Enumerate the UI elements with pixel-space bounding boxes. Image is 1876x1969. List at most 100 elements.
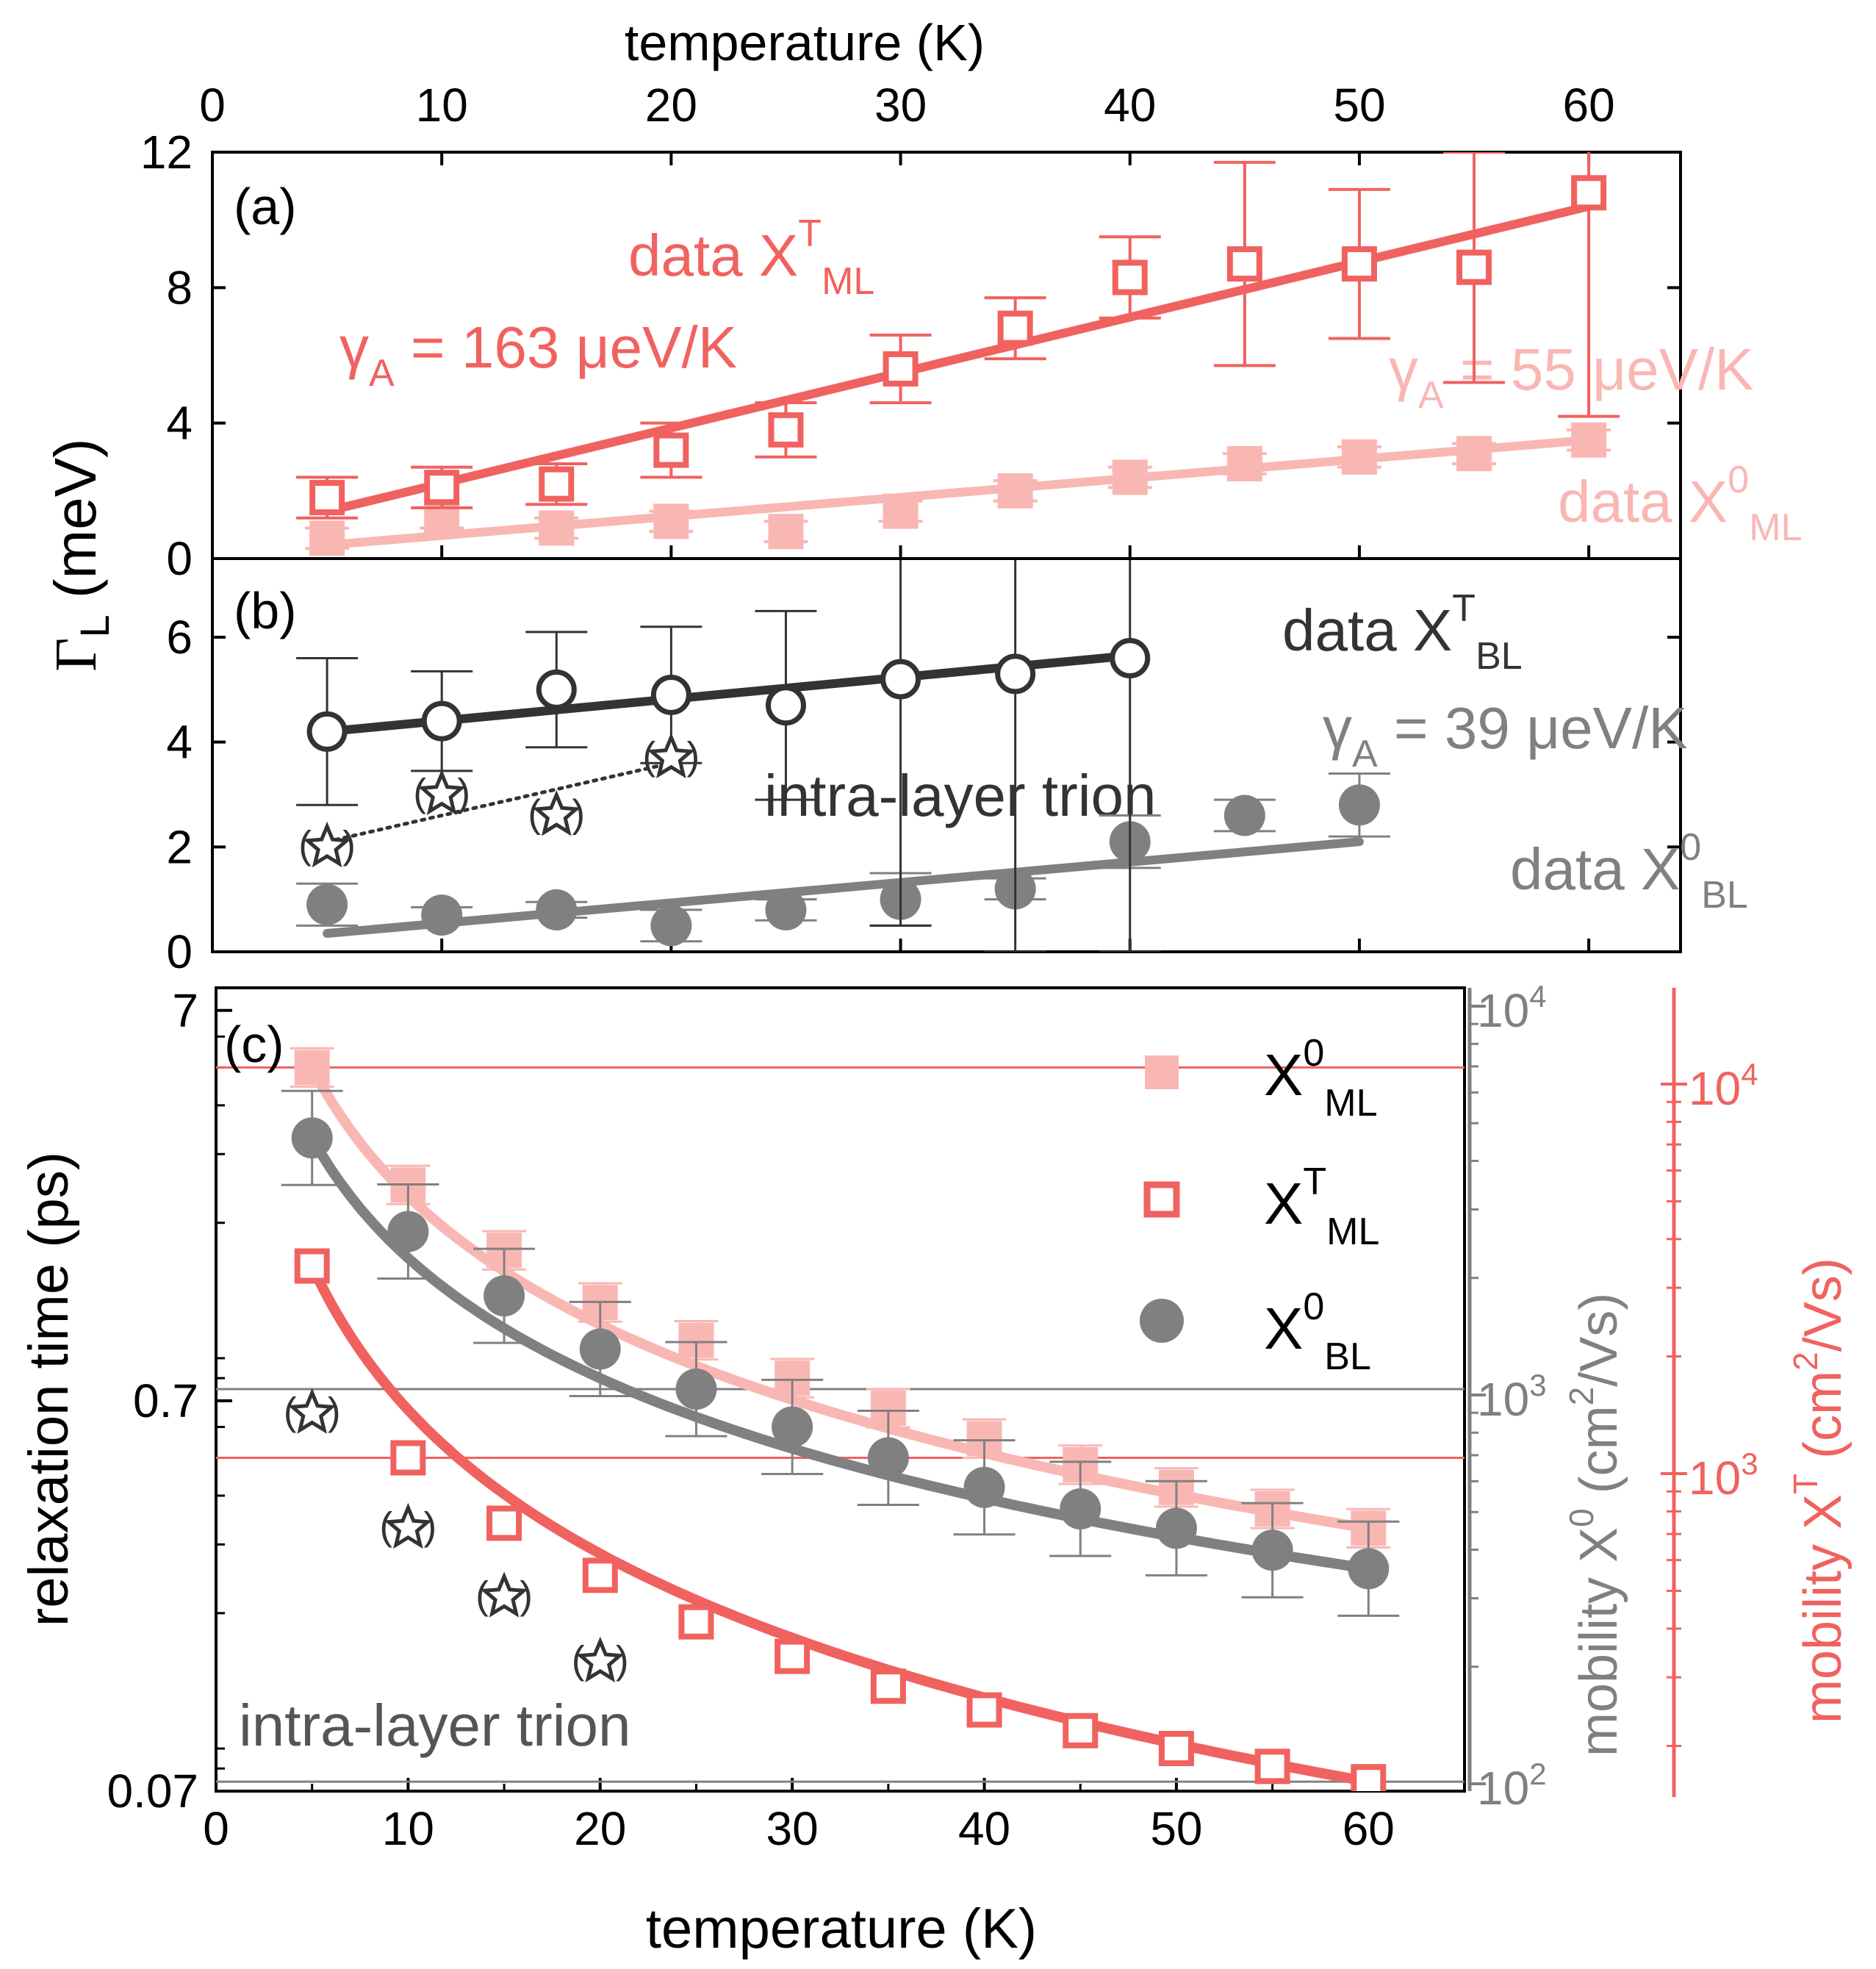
point-x0-bl-c [963,1466,1005,1508]
point-intra-trion-c-paren-left: ( [284,1390,297,1433]
point-xt-bl [650,674,691,715]
point-xt-ml [883,351,919,387]
point-xt-ml-c [486,1505,522,1541]
point-xt-bl [1110,638,1151,679]
fit-line-x0-ml [323,435,1594,550]
b-y-tick-label: 6 [166,611,193,664]
legend-marker-x0-bl [1140,1299,1184,1343]
point-xt-ml [1341,246,1377,282]
top-x-tick-label: 20 [645,79,697,132]
a-y-tick-label: 0 [166,532,193,585]
point-intra-trion-b [532,789,581,836]
point-x0-bl-c [579,1328,621,1370]
point-x0-ml [883,493,919,529]
point-xt-ml-c [678,1604,714,1640]
point-x0-bl [536,889,578,930]
mobility-x0-axis-label: mobility X0 (cm2/Vs) [1562,1293,1628,1757]
point-x0-bl [306,883,348,925]
point-intra-trion-c [384,1502,433,1549]
point-x0-bl-c [1155,1507,1197,1549]
point-xt-ml-c [1254,1749,1290,1785]
c-x-tick-label: 10 [382,1802,434,1855]
panel-a-y-axis-label: ΓL (meV) [43,438,118,671]
panel-c-x-axis-label: temperature (K) [646,1898,1037,1960]
point-xt-bl [880,659,921,700]
point-xt-bl [536,669,577,710]
mobility-x0-tick-label: 103 [1477,1368,1547,1426]
point-x0-bl-c [675,1368,717,1410]
a-y-tick-label: 4 [166,397,193,450]
point-intra-trion-c-paren-left: ( [380,1505,393,1549]
point-x0-ml [1112,459,1148,495]
point-xt-ml-c [294,1248,330,1284]
point-x0-bl-c [387,1211,429,1252]
point-x0-bl-c [772,1406,813,1448]
point-xt-ml [539,466,575,502]
point-x0-bl [765,889,807,930]
legend: X0ML XTML X0BL [1140,1032,1379,1378]
panel-b-plot: () () () () [296,560,1390,952]
mobility-xt-tick-label: 104 [1689,1057,1758,1115]
point-xt-ml [424,470,460,506]
point-xt-ml [1112,259,1148,295]
point-intra-trion-b-paren-left: ( [528,792,541,836]
point-xt-bl [421,700,462,742]
top-x-tick-label: 50 [1333,79,1385,132]
c-x-tick-label: 30 [766,1802,819,1855]
point-xt-ml [653,432,689,468]
panel-c-letter: (c) [224,1016,284,1073]
point-xt-ml [768,412,804,448]
point-x0-ml-c [294,1050,330,1086]
point-xt-ml [309,480,345,516]
label-intra-trion-c: intra-layer trion [239,1693,631,1758]
panel-a-letter: (a) [234,178,297,235]
point-intra-trion-b [417,769,466,815]
point-intra-trion-c-paren-right: ) [520,1574,533,1617]
legend-marker-xt-ml [1143,1181,1180,1218]
point-xt-ml [1571,175,1607,211]
point-xt-bl [306,711,348,752]
panel-a-plot [296,152,1620,556]
c-x-tick-label: 40 [958,1802,1010,1855]
point-x0-bl-c [291,1117,333,1159]
point-intra-trion-b-paren-right: ) [572,792,585,836]
point-intra-trion-b [647,732,696,778]
c-x-tick-label: 50 [1150,1802,1202,1855]
legend-label-x0-ml: X0ML [1264,1032,1378,1125]
panel-c-plot: () () () () [216,1047,1464,1791]
point-intra-trion-b-paren-right: ) [457,771,470,814]
top-x-tick-label: 10 [416,79,468,132]
label-gamma-39: γA = 39 μeV/K [1323,695,1688,775]
b-y-tick-label: 2 [166,820,193,873]
point-x0-ml [1571,422,1607,458]
point-x0-bl [650,905,692,947]
fit-line-xt-ml [323,201,1594,516]
point-xt-ml-c [1158,1731,1194,1767]
label-intra-trion-b: intra-layer trion [764,763,1157,828]
mobility-xt-axis-label: mobility XT (cm2/Vs) [1786,1258,1852,1724]
panel-b-axes: 0 2 4 6 [166,611,1681,978]
c-x-tick-label: 60 [1343,1802,1395,1855]
point-intra-trion-c-paren-right: ) [616,1639,629,1682]
point-intra-trion-b [303,821,351,868]
point-xt-ml [1456,249,1492,285]
point-x0-bl [1338,784,1380,826]
point-x0-ml [309,520,345,556]
point-x0-bl-c [1348,1548,1390,1590]
panel-c-axes: 0 10 20 30 40 50 60 0.07 0.7 7 102 103 104 103 104 [107,979,1758,1855]
point-x0-ml [653,503,689,539]
point-xt-ml-c [1063,1712,1099,1749]
point-xt-ml-c [390,1440,426,1476]
top-x-tick-label: 40 [1104,79,1156,132]
point-x0-ml [1341,439,1377,475]
point-xt-ml [997,310,1033,346]
top-x-tick-label: 60 [1563,79,1615,132]
panel-c-y-axis-label: relaxation time (ps) [18,1152,80,1627]
point-xt-ml [1226,246,1262,282]
c-x-tick-label: 20 [574,1802,626,1855]
top-x-axis-label: temperature (K) [625,14,985,71]
b-y-tick-label: 4 [166,716,193,769]
point-xt-bl [765,685,806,726]
point-xt-ml-c [775,1638,811,1674]
point-xt-ml-c [870,1668,906,1704]
